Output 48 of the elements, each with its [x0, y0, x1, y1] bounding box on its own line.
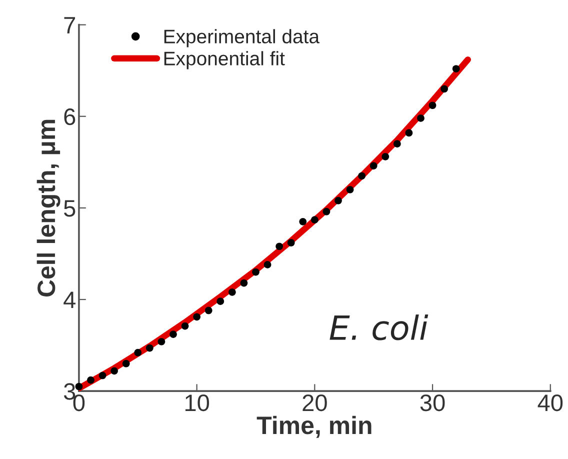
point	[264, 261, 272, 268]
y-tick-label: 3	[64, 383, 76, 400]
legend-label: Experimental data	[164, 29, 320, 48]
point	[252, 268, 260, 276]
point	[134, 348, 142, 356]
point	[122, 360, 130, 368]
y-tick-label: 5	[64, 200, 76, 217]
y-axis-title: Cell length, μm	[36, 120, 60, 296]
point	[428, 102, 436, 110]
point	[75, 382, 83, 390]
point	[240, 279, 248, 287]
point	[110, 367, 118, 375]
point	[311, 216, 318, 224]
point	[228, 288, 236, 296]
point	[440, 85, 448, 93]
point	[358, 172, 366, 180]
x-tick-label: 10	[185, 394, 210, 412]
x-tick-label: 0	[73, 394, 85, 412]
annotation: E. coli	[330, 314, 428, 340]
x-tick-label: 30	[420, 394, 445, 412]
point	[299, 218, 307, 226]
point	[382, 152, 390, 160]
point	[452, 65, 460, 72]
point	[181, 322, 189, 330]
point	[158, 338, 166, 346]
point	[322, 208, 330, 216]
point	[287, 239, 295, 246]
x-axis-title: Time, min	[256, 416, 372, 438]
point	[98, 372, 106, 380]
point	[87, 376, 94, 384]
x-tick-label: 40	[538, 394, 563, 412]
x-tick-label: 20	[302, 394, 327, 412]
point	[334, 196, 342, 204]
y-tick-label: 4	[64, 292, 76, 308]
point	[394, 140, 401, 148]
y-tick-label: 7	[64, 17, 75, 34]
point	[216, 298, 224, 306]
point	[276, 242, 283, 250]
point	[146, 344, 154, 352]
point	[417, 114, 424, 122]
y-tick-label: 6	[64, 108, 76, 126]
point	[170, 330, 177, 338]
point	[193, 313, 200, 321]
point	[370, 162, 378, 170]
point	[346, 186, 354, 194]
point	[405, 129, 413, 137]
legend-label: Exponential fit	[164, 51, 285, 70]
point	[204, 306, 212, 314]
